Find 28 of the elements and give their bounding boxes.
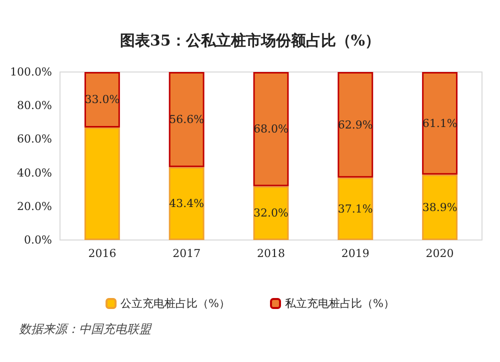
legend-label: 私立充电桩占比（%）	[285, 297, 394, 310]
y-tick-label: 20.0%	[17, 200, 52, 213]
chart-title: 图表35：公私立桩市场份额占比（%）	[120, 32, 380, 50]
data-label: 32.0%	[254, 206, 288, 220]
x-tick-label: 2017	[172, 247, 201, 260]
y-tick-label: 40.0%	[17, 166, 52, 180]
bar	[84, 127, 120, 240]
bar	[168, 167, 204, 240]
bar	[253, 72, 289, 186]
data-label: 43.4%	[169, 197, 204, 210]
bar	[422, 72, 458, 175]
x-tick-label: 2016	[88, 247, 116, 260]
bar	[422, 174, 458, 240]
bar	[338, 178, 374, 240]
y-tick-label: 60.0%	[17, 132, 52, 146]
y-tick-label: 0.0%	[24, 234, 52, 246]
x-tick-label: 2020	[426, 247, 454, 260]
x-tick-label: 2019	[341, 247, 370, 260]
bar	[168, 72, 204, 168]
bar	[253, 186, 289, 240]
x-tick-label: 2018	[257, 247, 285, 260]
y-tick-label: 100.0%	[10, 66, 52, 78]
bar	[338, 72, 374, 178]
source-note: 数据来源：中国充电联盟	[19, 322, 152, 336]
data-label: 37.1%	[338, 202, 373, 216]
y-tick-label: 80.0%	[17, 99, 52, 112]
data-label: 38.9%	[422, 200, 458, 214]
legend-label: 公立充电桩占比（%）	[120, 297, 230, 310]
